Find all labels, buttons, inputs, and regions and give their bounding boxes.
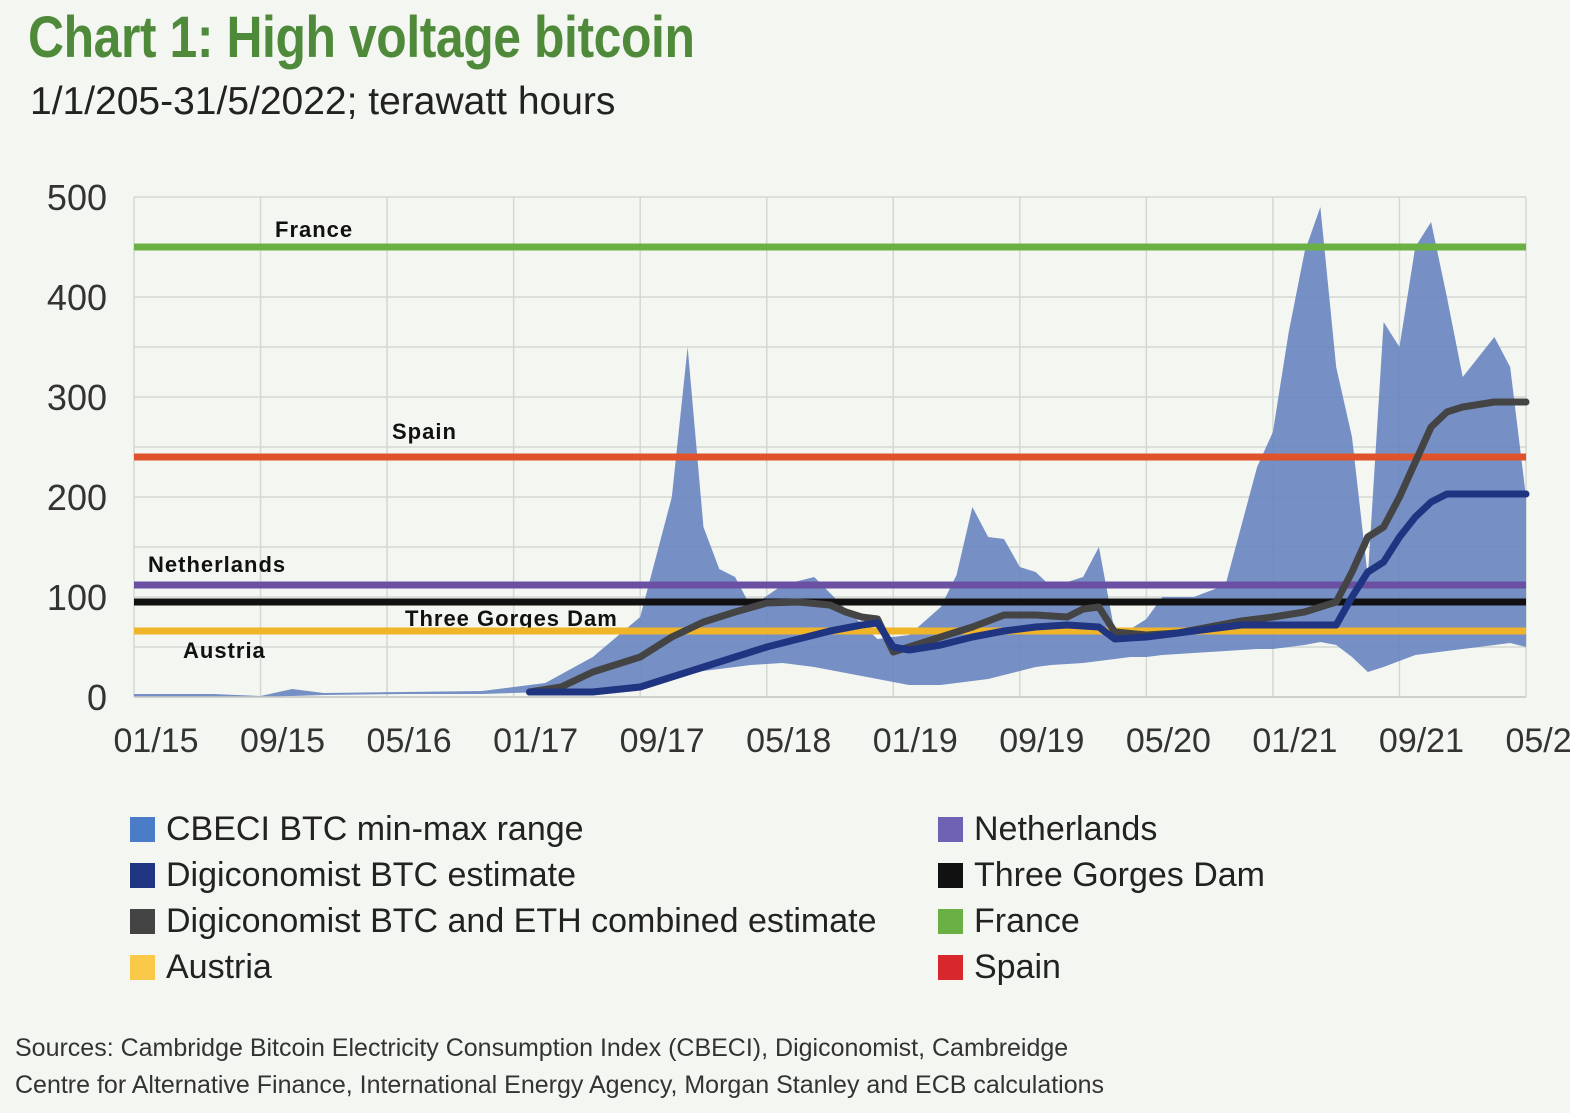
legend-swatch bbox=[938, 954, 963, 980]
chart-title: Chart 1: High voltage bitcoin bbox=[28, 5, 695, 70]
legend-item: France bbox=[938, 898, 1438, 944]
legend-item: Three Gorges Dam bbox=[938, 852, 1438, 898]
legend-swatch bbox=[938, 862, 963, 888]
x-tick-label: 05/20 bbox=[1126, 722, 1211, 760]
x-tick-label: 01/21 bbox=[1252, 722, 1337, 760]
y-tick-label: 500 bbox=[47, 177, 107, 218]
legend-swatch bbox=[130, 816, 155, 842]
sources-line-2: Centre for Alternative Finance, Internat… bbox=[15, 1071, 1105, 1099]
reference-label-spain: Spain bbox=[392, 419, 457, 444]
legend-label: Netherlands bbox=[974, 809, 1158, 848]
reference-label-france: France bbox=[275, 217, 353, 242]
y-tick-label: 400 bbox=[47, 277, 107, 318]
y-tick-label: 300 bbox=[47, 377, 107, 418]
legend-item: CBECI BTC min-max range bbox=[130, 806, 938, 852]
legend-label: France bbox=[974, 901, 1080, 940]
legend-item: Austria bbox=[130, 944, 938, 990]
legend-item: Digiconomist BTC and ETH combined estima… bbox=[130, 898, 938, 944]
x-tick-label: 01/17 bbox=[493, 722, 578, 760]
y-tick-label: 100 bbox=[47, 577, 107, 618]
legend-label: Three Gorges Dam bbox=[974, 855, 1265, 894]
legend-swatch bbox=[130, 908, 155, 934]
series-layer bbox=[526, 398, 1530, 696]
x-tick-label: 05/16 bbox=[367, 722, 452, 760]
reference-label-three-gorges-dam: Three Gorges Dam bbox=[405, 606, 618, 631]
legend-swatch bbox=[938, 816, 963, 842]
legend-swatch bbox=[938, 908, 963, 934]
legend: CBECI BTC min-max range Netherlands Digico… bbox=[130, 806, 1430, 990]
chart-subtitle: 1/1/205-31/5/2022; terawatt hours bbox=[30, 80, 616, 123]
legend-item: Spain bbox=[938, 944, 1438, 990]
y-tick-label: 200 bbox=[47, 477, 107, 518]
axis-layer: 0 100 200 300 400 500 01/15 09/15 05/16 01/17 09/1… bbox=[47, 177, 1570, 760]
legend-label: Digiconomist BTC and ETH combined estima… bbox=[166, 901, 877, 940]
x-tick-label: 09/15 bbox=[240, 722, 325, 760]
legend-label: Digiconomist BTC estimate bbox=[166, 855, 577, 894]
x-tick-label: 09/21 bbox=[1379, 722, 1464, 760]
reference-label-netherlands: Netherlands bbox=[148, 552, 286, 577]
reference-label-austria: Austria bbox=[183, 638, 266, 663]
x-tick-label: 01/15 bbox=[113, 722, 198, 760]
chart-svg: France Spain Netherlands Three Gorges Dam Au… bbox=[47, 177, 1570, 760]
legend-item: Netherlands bbox=[938, 806, 1438, 852]
sources-note: Sources: Cambridge Bitcoin Electricity C… bbox=[15, 1030, 1104, 1104]
x-tick-label: 05/22 bbox=[1505, 722, 1570, 760]
x-tick-label: 09/19 bbox=[999, 722, 1084, 760]
legend-label: Spain bbox=[974, 947, 1061, 986]
x-tick-label: 01/19 bbox=[873, 722, 958, 760]
sources-line-1: Sources: Cambridge Bitcoin Electricity C… bbox=[15, 1034, 1069, 1062]
series-line-digiconomist-btc bbox=[526, 490, 1530, 696]
legend-item: Digiconomist BTC estimate bbox=[130, 852, 938, 898]
y-tick-label: 0 bbox=[87, 677, 107, 718]
legend-label: Austria bbox=[166, 947, 272, 986]
legend-label: CBECI BTC min-max range bbox=[166, 809, 584, 848]
reference-lines-layer: France Spain Netherlands Three Gorges Dam Au… bbox=[134, 217, 1526, 663]
series-line-digiconomist-btc-eth bbox=[526, 398, 1530, 696]
legend-swatch bbox=[130, 954, 155, 980]
x-tick-label: 05/18 bbox=[746, 722, 831, 760]
x-tick-label: 09/17 bbox=[620, 722, 705, 760]
legend-swatch bbox=[130, 862, 155, 888]
